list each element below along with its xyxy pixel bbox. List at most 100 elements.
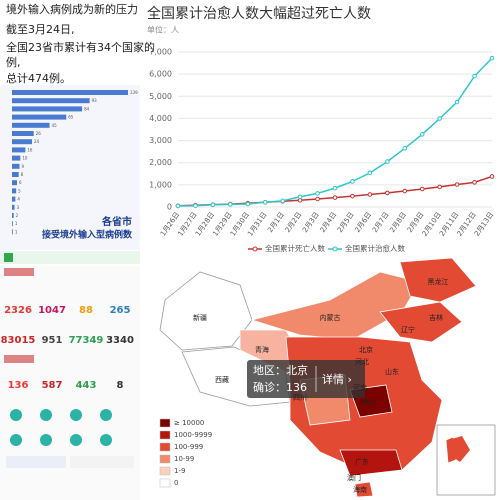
article-line: 全国23省市累计有34个国家的 xyxy=(6,40,155,54)
legend-swatch xyxy=(159,442,171,452)
bar xyxy=(12,213,14,218)
province-label: 澳门 xyxy=(347,473,361,482)
bar xyxy=(12,90,128,95)
point xyxy=(489,55,495,61)
province[interactable] xyxy=(339,449,403,477)
province[interactable] xyxy=(250,271,421,341)
bar xyxy=(12,221,13,227)
bar xyxy=(12,188,17,194)
point xyxy=(193,203,198,209)
point xyxy=(210,202,216,208)
stat-value: 3340 xyxy=(106,335,134,346)
legend-swatch xyxy=(159,418,171,428)
point xyxy=(175,203,181,209)
icon[interactable] xyxy=(70,409,82,421)
value-label: 45 xyxy=(52,123,58,128)
value-label: 10 xyxy=(22,156,28,161)
legend-swatch xyxy=(159,478,171,488)
bar xyxy=(12,131,34,136)
article-line: 境外输入病例成为新的压力 xyxy=(6,2,138,16)
legend-label: 10-99 xyxy=(174,455,194,463)
icon-row xyxy=(10,409,112,446)
y-tick-label: 2,000 xyxy=(149,158,172,167)
point xyxy=(454,182,460,187)
icon[interactable] xyxy=(70,434,82,446)
point xyxy=(385,190,390,196)
stats-heading xyxy=(4,268,34,276)
legend-label: 1000-9999 xyxy=(174,431,212,439)
tooltip-detail[interactable]: 详情 › xyxy=(322,372,352,386)
legend-swatch xyxy=(159,430,171,440)
value-label: 26 xyxy=(36,131,42,136)
inset-box xyxy=(436,424,496,496)
stats-heading xyxy=(4,355,34,363)
stat-value: 265 xyxy=(110,305,131,316)
point xyxy=(472,180,477,185)
value-label: 1 xyxy=(15,221,18,226)
province[interactable] xyxy=(399,257,477,303)
article-line: 例, xyxy=(6,55,21,69)
province-label: 北京 xyxy=(359,345,373,354)
bar xyxy=(12,98,90,104)
point xyxy=(350,179,355,184)
value-label: 16 xyxy=(27,147,33,152)
value-label: 139 xyxy=(130,90,138,95)
stat-value: 443 xyxy=(76,380,97,391)
stat-value: 2326 xyxy=(4,305,32,316)
icon[interactable] xyxy=(100,434,112,446)
point xyxy=(315,196,320,202)
y-tick-label: 0 xyxy=(167,203,172,212)
tab[interactable] xyxy=(6,456,66,468)
legend-swatch xyxy=(159,454,171,464)
value-label: 5 xyxy=(18,188,21,193)
bar xyxy=(12,172,19,177)
tooltip xyxy=(247,360,365,398)
y-tick-label: 4,000 xyxy=(149,114,172,123)
icon[interactable] xyxy=(40,434,52,446)
point xyxy=(262,199,268,205)
value-label: 1 xyxy=(15,229,18,234)
bar xyxy=(12,114,67,120)
icon[interactable] xyxy=(40,409,52,421)
bar xyxy=(12,155,21,161)
province-label: 广东 xyxy=(355,457,369,466)
icon[interactable] xyxy=(100,409,112,421)
value-label: 2 xyxy=(16,213,19,218)
stat-value: 8 xyxy=(117,380,124,391)
chart-subtitle: 接受境外输入型病例数 xyxy=(42,229,133,241)
tooltip-region: 地区：北京 xyxy=(253,363,308,377)
point xyxy=(437,116,442,121)
value-label: 8 xyxy=(21,172,24,177)
legend-label: 全国累计死亡人数 xyxy=(265,243,325,253)
icon[interactable] xyxy=(10,434,22,446)
legend-label: ≥ 10000 xyxy=(174,419,204,427)
legend-label: 全国累计治愈人数 xyxy=(345,243,405,253)
value-label: 93 xyxy=(92,98,98,103)
bar xyxy=(12,122,50,128)
y-tick-label: 3,000 xyxy=(149,136,172,145)
article-line: 截至3月24日, xyxy=(6,22,75,36)
point xyxy=(419,186,425,192)
point xyxy=(385,159,390,164)
province-label: 新疆 xyxy=(193,313,207,322)
chart-subtitle: 单位：人 xyxy=(147,25,179,35)
province-label: 山东 xyxy=(385,367,399,376)
icon[interactable] xyxy=(10,409,22,421)
point xyxy=(228,202,233,207)
value-label: 24 xyxy=(34,139,40,144)
province-label: 湖北 xyxy=(361,397,375,406)
point xyxy=(367,170,373,176)
bar xyxy=(12,147,26,153)
legend-label: 1-9 xyxy=(174,467,185,475)
point xyxy=(350,193,355,199)
value-label: 9 xyxy=(22,164,25,169)
value-label: 84 xyxy=(84,106,90,111)
province-label: 内蒙古 xyxy=(320,313,341,322)
y-tick-label: 7,000 xyxy=(149,48,172,57)
tab[interactable] xyxy=(70,456,134,468)
province[interactable] xyxy=(354,481,374,498)
point xyxy=(315,191,320,196)
province[interactable] xyxy=(379,301,463,343)
province-label: 辽宁 xyxy=(401,325,415,334)
